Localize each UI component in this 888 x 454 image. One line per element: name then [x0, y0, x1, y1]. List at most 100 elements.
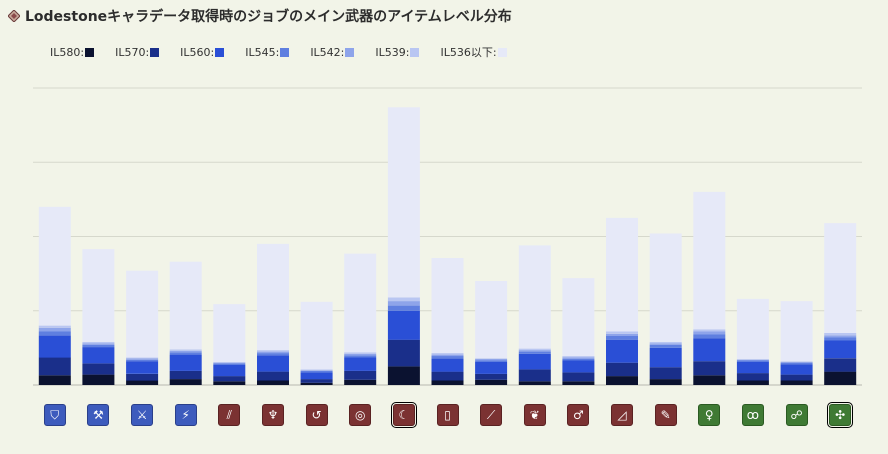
bar-segment: [649, 344, 682, 348]
chart-legend: IL580: IL570: IL560: IL545: IL542: IL539: IL53…: [50, 44, 528, 60]
dark-sword-icon[interactable]: ⚔: [131, 404, 154, 426]
legend-label: IL536以下:: [440, 46, 497, 59]
bar-segment: [649, 341, 682, 344]
bar-segment: [824, 358, 857, 372]
bar-segment: [693, 191, 726, 330]
knife-icon[interactable]: ↺: [305, 404, 328, 426]
legend-swatch: [345, 47, 355, 57]
diamond-icon: [8, 10, 20, 22]
legend-label: IL580:: [50, 45, 85, 59]
bar-segment: [824, 340, 857, 359]
bar-segment: [649, 343, 682, 345]
bar-segment: [693, 334, 726, 339]
bar-segment: [780, 364, 813, 375]
bar-segment: [387, 107, 420, 298]
bar-segment: [169, 354, 202, 371]
rapier-icon[interactable]: ✎: [654, 404, 677, 426]
bar-segment: [300, 372, 333, 380]
bar-segment: [257, 353, 289, 356]
chakram-icon[interactable]: ❦: [523, 404, 546, 426]
bar-segment: [387, 366, 420, 385]
bar-segment: [431, 358, 464, 372]
legend-label: IL560:: [180, 45, 215, 59]
bar-segment: [344, 355, 377, 358]
bar-segment: [38, 375, 71, 385]
bar-segment: [387, 301, 420, 306]
gunblade-icon[interactable]: ⚡: [174, 404, 197, 426]
pistol-icon[interactable]: ▯: [436, 404, 459, 426]
bar-segment: [82, 374, 115, 385]
bar-segment: [387, 305, 420, 311]
bar-segment: [649, 233, 682, 342]
bar-segment: [736, 298, 769, 359]
bar-segment: [824, 223, 857, 333]
bar-segment: [38, 331, 71, 336]
bar-segment: [606, 217, 638, 332]
bar-segment: [38, 327, 71, 332]
gun-icon[interactable]: ♂: [567, 404, 590, 426]
tome-icon[interactable]: ◿: [611, 404, 633, 426]
legend-label: IL545:: [245, 45, 280, 59]
bar-segment: [300, 370, 333, 373]
bar-segment: [300, 370, 333, 371]
bar-segment: [82, 344, 115, 348]
chart-title: Lodestoneキャラデータ取得時のジョブのメイン武器のアイテムレベル分布: [25, 9, 512, 25]
legend-swatch: [215, 47, 225, 57]
bar-segment: [431, 380, 464, 385]
bar-segment: [126, 361, 159, 374]
bar-segment: [169, 379, 202, 385]
harp-icon[interactable]: ⟋: [480, 404, 503, 426]
bar-segment: [649, 379, 682, 385]
bar-segment: [126, 380, 159, 385]
astro-icon[interactable]: ☍: [785, 404, 808, 426]
bar-segment: [824, 335, 857, 338]
bar-segment: [300, 382, 333, 385]
bar-segment: [649, 367, 682, 380]
bar-segment: [518, 353, 551, 370]
bar-segment: [736, 360, 769, 362]
bar-segment: [780, 362, 813, 365]
claws-icon[interactable]: ⫽: [218, 404, 241, 426]
bar-segment: [562, 372, 595, 382]
legend-item: IL539:: [375, 46, 420, 59]
bar-segment: [169, 261, 202, 350]
bar-segment: [169, 352, 202, 355]
bar-segment: [518, 350, 551, 352]
book-icon[interactable]: ꝏ: [741, 404, 764, 426]
bar-segment: [562, 360, 595, 373]
bar-segment: [300, 301, 333, 370]
bar-segment: [126, 358, 159, 360]
bar-segment: [431, 371, 464, 381]
bar-segment: [213, 362, 246, 363]
bar-segment: [475, 359, 508, 361]
bar-segment: [736, 362, 769, 374]
bar-segment: [169, 350, 202, 353]
bar-segment: [475, 281, 508, 359]
bar-segment: [387, 297, 420, 302]
bar-segment: [82, 249, 115, 342]
bar-segment: [38, 357, 71, 376]
lance-icon[interactable]: ♆: [262, 404, 284, 426]
bar-segment: [431, 356, 464, 359]
bar-segment: [126, 359, 159, 362]
scythe-icon[interactable]: ☾: [390, 402, 417, 428]
nouliths-icon[interactable]: ✣: [827, 402, 854, 428]
bar-segment: [606, 339, 638, 363]
bar-segment: [82, 343, 115, 345]
bar-segment: [693, 329, 726, 332]
axe-icon[interactable]: ⚒: [87, 404, 110, 426]
legend-item: IL542:: [310, 46, 355, 59]
bar-segment: [126, 270, 159, 358]
katana-icon[interactable]: ◎: [349, 404, 372, 426]
bar-segment: [257, 243, 289, 351]
bar-segment: [693, 338, 726, 362]
stacked-bar-chart: [33, 87, 862, 386]
bar-segment: [431, 354, 464, 357]
bar-segment: [606, 331, 638, 334]
bar-segment: [606, 362, 638, 377]
shield-sword-icon[interactable]: ⛉: [43, 404, 66, 426]
bar-segment: [824, 371, 857, 385]
cane-icon[interactable]: ♀: [698, 404, 721, 426]
bar-segment: [300, 379, 333, 383]
bar-segment: [693, 331, 726, 335]
